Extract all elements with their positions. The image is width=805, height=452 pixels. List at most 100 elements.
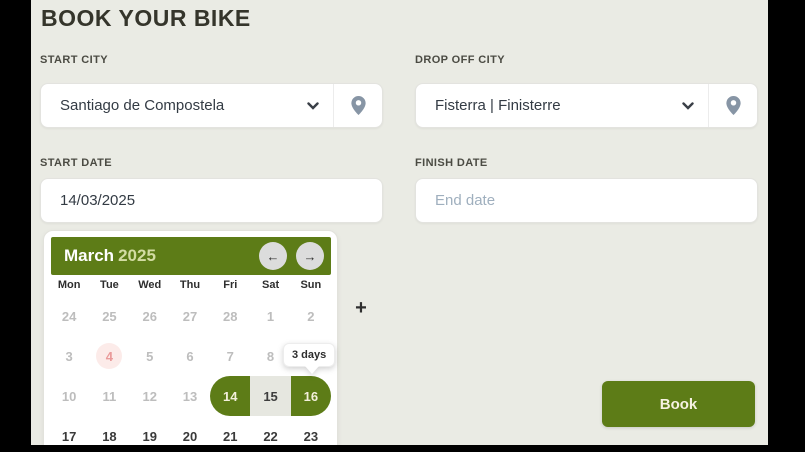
calendar-day-number: 1 xyxy=(266,308,275,324)
calendar-day[interactable]: 4 xyxy=(89,336,129,376)
drop-off-city-map-button[interactable] xyxy=(709,84,757,127)
calendar-day[interactable]: 17 xyxy=(49,416,89,445)
calendar-day[interactable]: 10 xyxy=(49,376,89,416)
calendar-day-number: 28 xyxy=(223,308,238,324)
calendar-day[interactable]: 14 xyxy=(210,376,251,416)
calendar-day[interactable]: 19 xyxy=(130,416,170,445)
calendar-day[interactable]: 7 xyxy=(210,336,250,376)
divider xyxy=(333,84,334,127)
calendar-day[interactable]: 23 xyxy=(291,416,331,445)
chevron-down-icon xyxy=(307,101,333,110)
calendar-day[interactable]: 6 xyxy=(170,336,210,376)
calendar-day-number: 17 xyxy=(61,428,77,444)
day-header: Sat xyxy=(261,279,280,291)
day-header: Mon xyxy=(57,279,81,291)
drop-off-city-select[interactable]: Fisterra | Finisterre xyxy=(415,83,758,128)
calendar-week-row: 17 18 19 20 21 22 23 xyxy=(49,416,331,445)
calendar-day-number: 21 xyxy=(223,428,238,444)
calendar-day[interactable]: 3 xyxy=(49,336,89,376)
start-date-label: START DATE xyxy=(40,157,113,169)
calendar-day[interactable]: 8 xyxy=(250,336,290,376)
calendar-day[interactable]: 24 xyxy=(49,296,89,336)
arrow-right-icon: → xyxy=(303,248,317,264)
calendar-day-number: 6 xyxy=(186,348,194,364)
page-title: BOOK YOUR BIKE xyxy=(41,5,251,31)
calendar-day[interactable]: 12 xyxy=(130,376,170,416)
calendar-day-headers: Mon Tue Wed Thu Fri Sat Sun xyxy=(49,279,331,295)
chevron-down-icon xyxy=(682,101,708,110)
location-pin-icon xyxy=(725,96,741,115)
divider xyxy=(708,84,709,127)
start-city-value: Santiago de Compostela xyxy=(60,97,225,114)
calendar-day[interactable]: 2 xyxy=(291,296,331,336)
calendar-day-number: 4 xyxy=(96,343,123,369)
calendar-day-number: 2 xyxy=(307,308,315,324)
calendar-day-number: 18 xyxy=(102,428,117,444)
calendar-day[interactable]: 18 xyxy=(89,416,129,445)
calendar-day-number: 10 xyxy=(61,388,77,404)
start-city-map-button[interactable] xyxy=(334,84,382,127)
calendar-day[interactable]: 15 xyxy=(250,376,291,416)
day-header: Thu xyxy=(179,279,201,291)
calendar-day-number: 27 xyxy=(182,308,198,324)
start-city-select[interactable]: Santiago de Compostela xyxy=(40,83,383,128)
finish-date-label: FINISH DATE xyxy=(415,157,488,169)
calendar-day-number: 3 xyxy=(65,348,73,364)
plus-icon: + xyxy=(355,297,367,319)
calendar-year: 2025 xyxy=(118,246,156,265)
calendar-day-number: 8 xyxy=(266,348,275,364)
calendar-day[interactable]: 1 xyxy=(250,296,290,336)
date-picker-calendar: March 2025 ← → Mon Tue Wed Thu Fri Sat Sun 24 25… xyxy=(43,230,338,445)
calendar-day-number: 13 xyxy=(182,388,198,404)
arrow-left-icon: ← xyxy=(266,248,280,264)
calendar-day-number: 7 xyxy=(226,348,234,364)
calendar-day[interactable]: 27 xyxy=(170,296,210,336)
prev-month-button[interactable]: ← xyxy=(259,242,287,270)
day-header: Tue xyxy=(100,279,119,291)
day-header: Fri xyxy=(223,279,238,291)
calendar-day-number: 24 xyxy=(61,308,77,324)
drop-off-city-label: DROP OFF CITY xyxy=(415,54,505,66)
drop-off-city-value: Fisterra | Finisterre xyxy=(435,97,561,114)
book-button[interactable]: Book xyxy=(602,381,755,427)
calendar-day[interactable]: 11 xyxy=(89,376,129,416)
start-city-label: START CITY xyxy=(40,54,108,66)
calendar-day[interactable]: 28 xyxy=(210,296,250,336)
finish-date-input[interactable] xyxy=(415,178,758,223)
calendar-day[interactable]: 16 xyxy=(290,376,331,416)
calendar-week-row: 24 25 26 27 28 1 2 xyxy=(49,296,331,336)
start-date-input[interactable] xyxy=(40,178,383,223)
calendar-day[interactable]: 21 xyxy=(210,416,250,445)
calendar-week-row: 10 11 12 13 14 15 16 xyxy=(49,376,331,416)
calendar-day-number: 12 xyxy=(142,388,157,404)
calendar-day-number: 25 xyxy=(102,308,117,324)
add-bike-button[interactable]: + xyxy=(347,294,375,322)
calendar-day-number: 26 xyxy=(142,308,157,324)
calendar-day-number: 16 xyxy=(303,388,319,404)
calendar-day[interactable]: 22 xyxy=(250,416,290,445)
location-pin-icon xyxy=(350,96,366,115)
day-header: Wed xyxy=(138,279,162,291)
calendar-day[interactable]: 5 xyxy=(130,336,170,376)
calendar-day-number: 5 xyxy=(146,348,154,364)
calendar-grid: 2425262728123456789101112131415161718192… xyxy=(49,296,331,445)
calendar-month: March xyxy=(64,246,115,265)
calendar-day[interactable]: 26 xyxy=(130,296,170,336)
calendar-day-number: 15 xyxy=(263,388,278,404)
calendar-week-row: 3456789 xyxy=(49,336,331,376)
calendar-day[interactable]: 25 xyxy=(89,296,129,336)
calendar-day-number: 19 xyxy=(142,428,157,444)
calendar-header: March 2025 ← → xyxy=(51,237,331,275)
range-duration-tooltip: 3 days xyxy=(283,343,336,367)
booking-widget: BOOK YOUR BIKE START CITY Santiago de Co… xyxy=(31,0,768,445)
calendar-day-number: 22 xyxy=(263,428,278,444)
calendar-day-number: 20 xyxy=(182,428,198,444)
next-month-button[interactable]: → xyxy=(296,242,324,270)
calendar-title: March 2025 xyxy=(64,246,156,266)
calendar-day-number: 11 xyxy=(102,388,117,404)
day-header: Sun xyxy=(300,279,322,291)
calendar-day-number: 23 xyxy=(303,428,319,444)
calendar-day-number: 14 xyxy=(223,388,238,404)
calendar-day[interactable]: 20 xyxy=(170,416,210,445)
calendar-day[interactable]: 13 xyxy=(170,376,210,416)
